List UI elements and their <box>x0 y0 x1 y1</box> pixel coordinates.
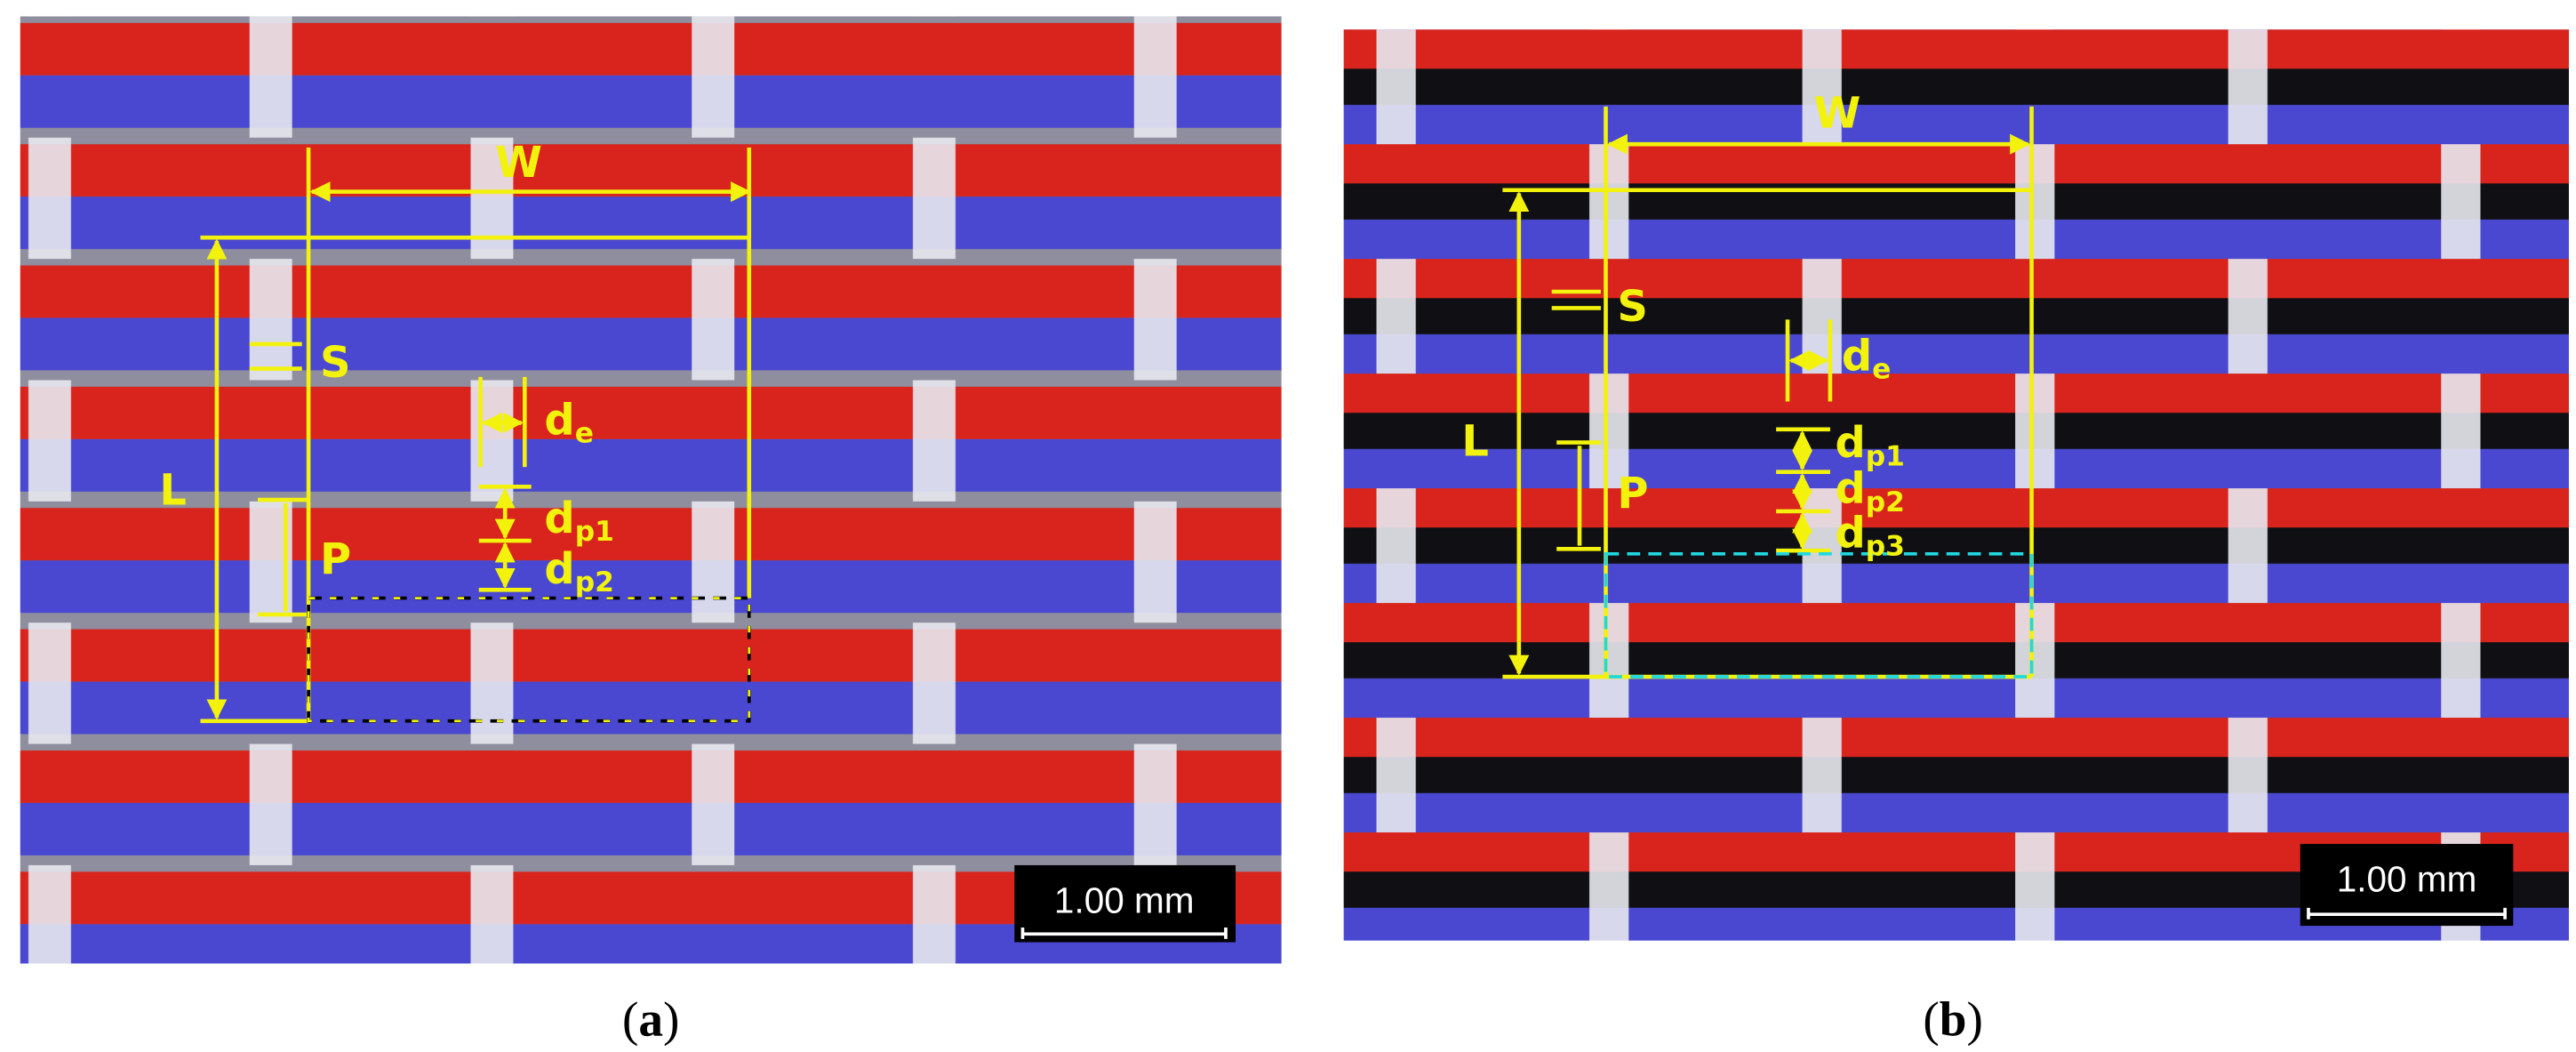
label-dp3: dp3 <box>1835 509 1904 562</box>
label-p: P <box>1617 470 1648 518</box>
caption: (b) <box>1923 992 1983 1047</box>
panel-b: W L S P de dp1 dp2 dp3 1.00 mm (b) <box>1343 29 2569 1047</box>
label-de: de <box>544 396 594 449</box>
scale-bar-label: 1.00 mm <box>2337 858 2477 899</box>
scale-bar-box <box>1014 864 1236 943</box>
label-p: P <box>320 535 351 584</box>
p-bracket <box>1556 440 1601 551</box>
label-dp1: dp1 <box>544 494 613 548</box>
label-dp2: dp2 <box>1835 465 1904 518</box>
label-de: de <box>1842 332 1892 385</box>
unit-cell <box>307 597 751 723</box>
scale-bar <box>2307 907 2507 919</box>
scale-bar-label: 1.00 mm <box>1054 879 1195 920</box>
label-dp2: dp2 <box>544 545 613 598</box>
caption: (a) <box>622 992 679 1047</box>
label-w: W <box>495 139 542 188</box>
p-bracket <box>257 497 308 617</box>
label-l: L <box>1461 417 1489 466</box>
label-s: S <box>320 339 351 388</box>
label-dp1: dp1 <box>1835 419 1904 472</box>
micrograph <box>20 16 1282 964</box>
label-s: S <box>1617 283 1647 332</box>
scale-bar <box>1020 927 1228 939</box>
panel-a: W L S P de dp1 dp2 1.00 mm (a) <box>20 16 1282 1047</box>
unit-cell <box>1604 551 2034 679</box>
label-w: W <box>1814 90 1861 139</box>
label-l: L <box>159 467 187 516</box>
scale-bar-box <box>2300 843 2514 927</box>
micrograph <box>1343 29 2569 941</box>
